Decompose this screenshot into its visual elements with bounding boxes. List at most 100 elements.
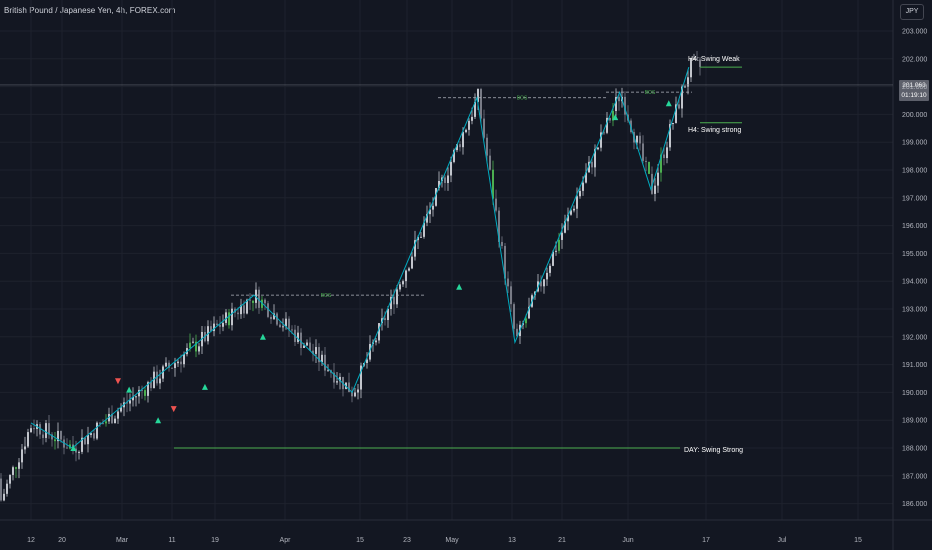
sell-signal-marker: [170, 406, 177, 413]
candle-body: [222, 322, 224, 327]
candle-body: [618, 96, 620, 102]
candle-body: [450, 161, 452, 176]
candle-body: [150, 382, 152, 389]
candle-body: [576, 196, 578, 209]
candle-body: [594, 149, 596, 168]
candle-body: [579, 190, 581, 197]
candle-body: [30, 428, 32, 433]
candle-body: [675, 104, 677, 124]
candle-body: [567, 214, 569, 222]
candle-body: [144, 390, 146, 396]
candle-body: [168, 362, 170, 368]
candle-body: [360, 365, 362, 390]
candle-body: [636, 135, 638, 143]
candle-body: [642, 143, 644, 161]
time-tick-label: 15: [854, 537, 862, 544]
candle-body: [6, 483, 8, 494]
buy-signal-marker: [665, 100, 672, 107]
candle-body: [348, 382, 350, 393]
candle-body: [192, 341, 194, 343]
time-tick-label: 23: [403, 537, 411, 544]
price-tick-label: 191.000: [902, 362, 927, 369]
candle-body: [306, 342, 308, 346]
candle-body: [681, 86, 683, 109]
candle-body: [18, 462, 20, 469]
candle-body: [243, 305, 245, 314]
candle-body: [126, 402, 128, 404]
price-tick-label: 190.000: [902, 390, 927, 397]
candle-body: [432, 205, 434, 210]
candle-body: [606, 117, 608, 133]
candle-body: [420, 236, 422, 238]
candle-body: [489, 155, 491, 170]
candle-body: [195, 341, 197, 352]
candle-body: [57, 430, 59, 442]
time-tick-label: 15: [356, 537, 364, 544]
time-tick-label: 12: [27, 537, 35, 544]
candle-body: [180, 361, 182, 365]
candle-body: [3, 493, 5, 501]
price-tick-label: 197.000: [902, 195, 927, 202]
candle-body: [231, 308, 233, 326]
candle-body: [102, 423, 104, 425]
candle-body: [501, 241, 503, 246]
candle-body: [513, 304, 515, 329]
candle-body: [369, 343, 371, 360]
candle-body: [411, 256, 413, 269]
candle-body: [114, 418, 116, 424]
swing-level-label: H4: Swing Weak: [688, 56, 740, 63]
candle-body: [282, 326, 284, 328]
candle-body: [333, 372, 335, 383]
candle-body: [438, 180, 440, 189]
buy-signal-marker: [126, 386, 133, 393]
candle-body: [477, 89, 479, 102]
candle-body: [78, 451, 80, 453]
candle-body: [90, 433, 92, 435]
candle-body: [219, 325, 221, 327]
chart-title: British Pound / Japanese Yen, 4h, FOREX.…: [4, 6, 176, 15]
candle-body: [291, 329, 293, 331]
candle-body: [273, 313, 275, 320]
buy-signal-marker: [612, 114, 619, 121]
price-tick-label: 200.000: [902, 112, 927, 119]
candle-body: [435, 188, 437, 206]
candle-body: [240, 305, 242, 315]
price-tick-label: 198.000: [902, 168, 927, 175]
candle-body: [354, 392, 356, 397]
candle-body: [507, 278, 509, 287]
candle-body: [591, 161, 593, 168]
price-tick-label: 188.000: [902, 446, 927, 453]
buy-signal-marker: [155, 417, 162, 424]
currency-button[interactable]: JPY: [900, 4, 924, 20]
candle-body: [357, 389, 359, 393]
candle-body: [651, 173, 653, 194]
candle-body: [471, 116, 473, 121]
candle-body: [585, 172, 587, 183]
price-tick-label: 202.000: [902, 56, 927, 63]
candle-body: [462, 132, 464, 148]
candle-body: [465, 129, 467, 133]
candle-body: [129, 400, 131, 404]
candle-body: [492, 169, 494, 199]
candle-body: [324, 354, 326, 371]
candle-body: [261, 299, 263, 308]
time-tick-label: Jul: [778, 537, 787, 544]
candle-body: [564, 221, 566, 233]
candle-body: [174, 363, 176, 369]
candle-body: [60, 430, 62, 440]
buy-signal-marker: [201, 383, 208, 390]
price-tick-label: 186.000: [902, 501, 927, 508]
candle-body: [474, 101, 476, 117]
candle-body: [162, 366, 164, 379]
bos-label: BOS: [517, 96, 528, 102]
candle-body: [198, 346, 200, 352]
candle-body: [213, 323, 215, 332]
candle-body: [33, 428, 35, 430]
candle-body: [402, 281, 404, 285]
time-tick-label: Apr: [280, 537, 292, 544]
candle-body: [93, 433, 95, 439]
candle-body: [63, 439, 65, 448]
candle-body: [426, 214, 428, 223]
candle-body: [612, 110, 614, 121]
